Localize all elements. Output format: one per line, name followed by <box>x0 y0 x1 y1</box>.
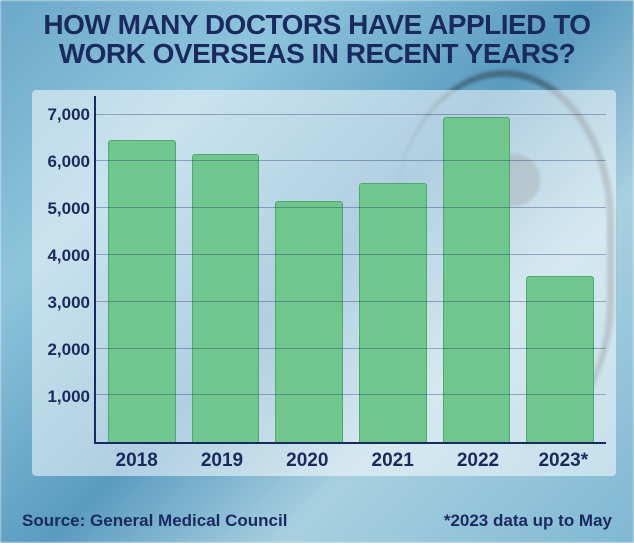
gridline <box>96 254 606 255</box>
x-tick-label: 2019 <box>179 450 264 472</box>
gridline <box>96 348 606 349</box>
source-label: Source: General Medical Council <box>22 511 287 531</box>
x-tick-label: 2021 <box>350 450 435 472</box>
y-tick-label: 7,000 <box>30 105 90 125</box>
y-tick-label: 4,000 <box>30 246 90 266</box>
bar <box>108 140 176 442</box>
gridline <box>96 394 606 395</box>
plot-area <box>94 96 606 444</box>
x-tick-label: 2020 <box>265 450 350 472</box>
gridline <box>96 207 606 208</box>
gridline <box>96 160 606 161</box>
x-tick-label: 2022 <box>435 450 520 472</box>
gridline <box>96 301 606 302</box>
footnote: *2023 data up to May <box>444 511 612 531</box>
x-axis-labels: 201820192020202120222023* <box>94 450 606 472</box>
y-tick-label: 1,000 <box>30 387 90 407</box>
title-line-2: WORK OVERSEAS IN RECENT YEARS? <box>12 39 622 68</box>
bar-group <box>96 96 606 442</box>
y-tick-label: 6,000 <box>30 152 90 172</box>
gridline <box>96 114 606 115</box>
title-line-1: HOW MANY DOCTORS HAVE APPLIED TO <box>12 10 622 39</box>
x-tick-label: 2023* <box>521 450 606 472</box>
y-tick-label: 5,000 <box>30 199 90 219</box>
x-tick-label: 2018 <box>94 450 179 472</box>
bar <box>443 117 511 442</box>
chart-footer: Source: General Medical Council *2023 da… <box>22 511 612 531</box>
y-tick-label: 3,000 <box>30 293 90 313</box>
y-tick-label: 2,000 <box>30 340 90 360</box>
bar <box>359 183 427 443</box>
bar <box>275 201 343 442</box>
bar <box>192 154 260 442</box>
chart-panel: 201820192020202120222023* 1,000 2,000 3,00… <box>32 90 616 476</box>
chart-title: HOW MANY DOCTORS HAVE APPLIED TO WORK OV… <box>0 10 634 69</box>
